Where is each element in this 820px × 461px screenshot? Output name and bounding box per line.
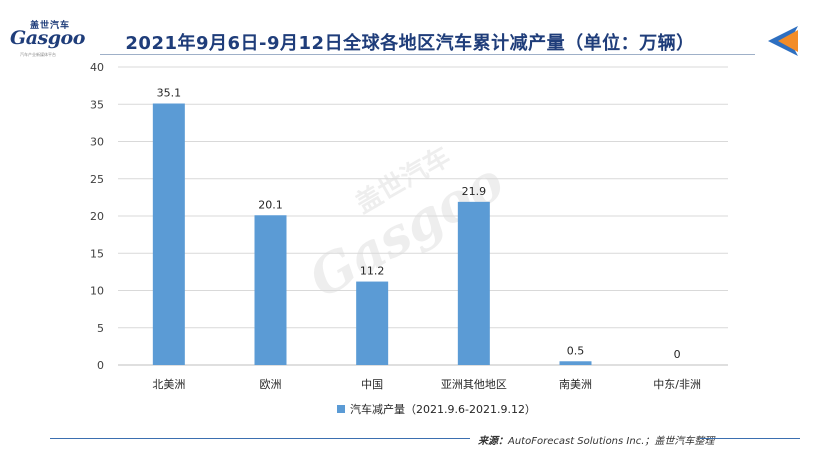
x-tick-label: 欧洲 xyxy=(260,378,282,391)
y-tick-label: 30 xyxy=(90,136,104,149)
y-tick-label: 40 xyxy=(90,61,104,74)
data-label: 35.1 xyxy=(157,87,182,100)
y-tick-label: 35 xyxy=(90,98,104,111)
logo-brand-cn: 盖世汽车 xyxy=(30,21,71,31)
footer-divider-left xyxy=(50,438,470,439)
logo-tagline: 汽车产业新媒体平台 xyxy=(20,52,56,57)
y-tick-label: 25 xyxy=(90,173,104,186)
y-tick-label: 0 xyxy=(97,359,104,372)
x-tick-label: 中东/非洲 xyxy=(653,378,701,391)
bar xyxy=(559,361,592,365)
y-tick-label: 5 xyxy=(97,322,104,335)
data-label: 0.5 xyxy=(567,344,585,357)
x-tick-label: 亚洲其他地区 xyxy=(441,378,507,391)
footer-divider-right xyxy=(700,438,800,439)
legend-swatch-icon xyxy=(337,405,345,413)
arrow-corner-icon xyxy=(768,26,798,56)
data-label: 21.9 xyxy=(462,185,487,198)
bar xyxy=(356,281,389,365)
data-label: 0 xyxy=(674,348,681,361)
data-label: 11.2 xyxy=(360,265,385,278)
logo-brand-en: Gasgoo xyxy=(10,27,85,49)
bar xyxy=(152,103,185,365)
x-tick-label: 中国 xyxy=(361,378,383,391)
x-tick-label: 南美洲 xyxy=(559,378,592,391)
header-divider xyxy=(100,54,755,55)
y-tick-label: 20 xyxy=(90,210,104,223)
chart-title: 2021年9月6日-9月12日全球各地区汽车累计减产量（单位：万辆） xyxy=(125,33,695,54)
legend-label: 汽车减产量（2021.9.6-2021.9.12） xyxy=(350,402,536,416)
source-note: 来源：AutoForecast Solutions Inc.；盖世汽车整理 xyxy=(478,432,714,447)
gasgoo-logo-icon: 盖世汽车 Gasgoo 汽车产业新媒体平台 xyxy=(10,18,92,62)
source-label: 来源： xyxy=(478,436,508,447)
data-label: 20.1 xyxy=(258,198,283,211)
x-tick-label: 北美洲 xyxy=(152,378,185,391)
y-tick-label: 15 xyxy=(90,247,104,260)
y-tick-label: 10 xyxy=(90,285,104,298)
source-text: AutoForecast Solutions Inc.；盖世汽车整理 xyxy=(508,436,715,447)
bar xyxy=(254,215,287,365)
bar xyxy=(457,201,490,365)
